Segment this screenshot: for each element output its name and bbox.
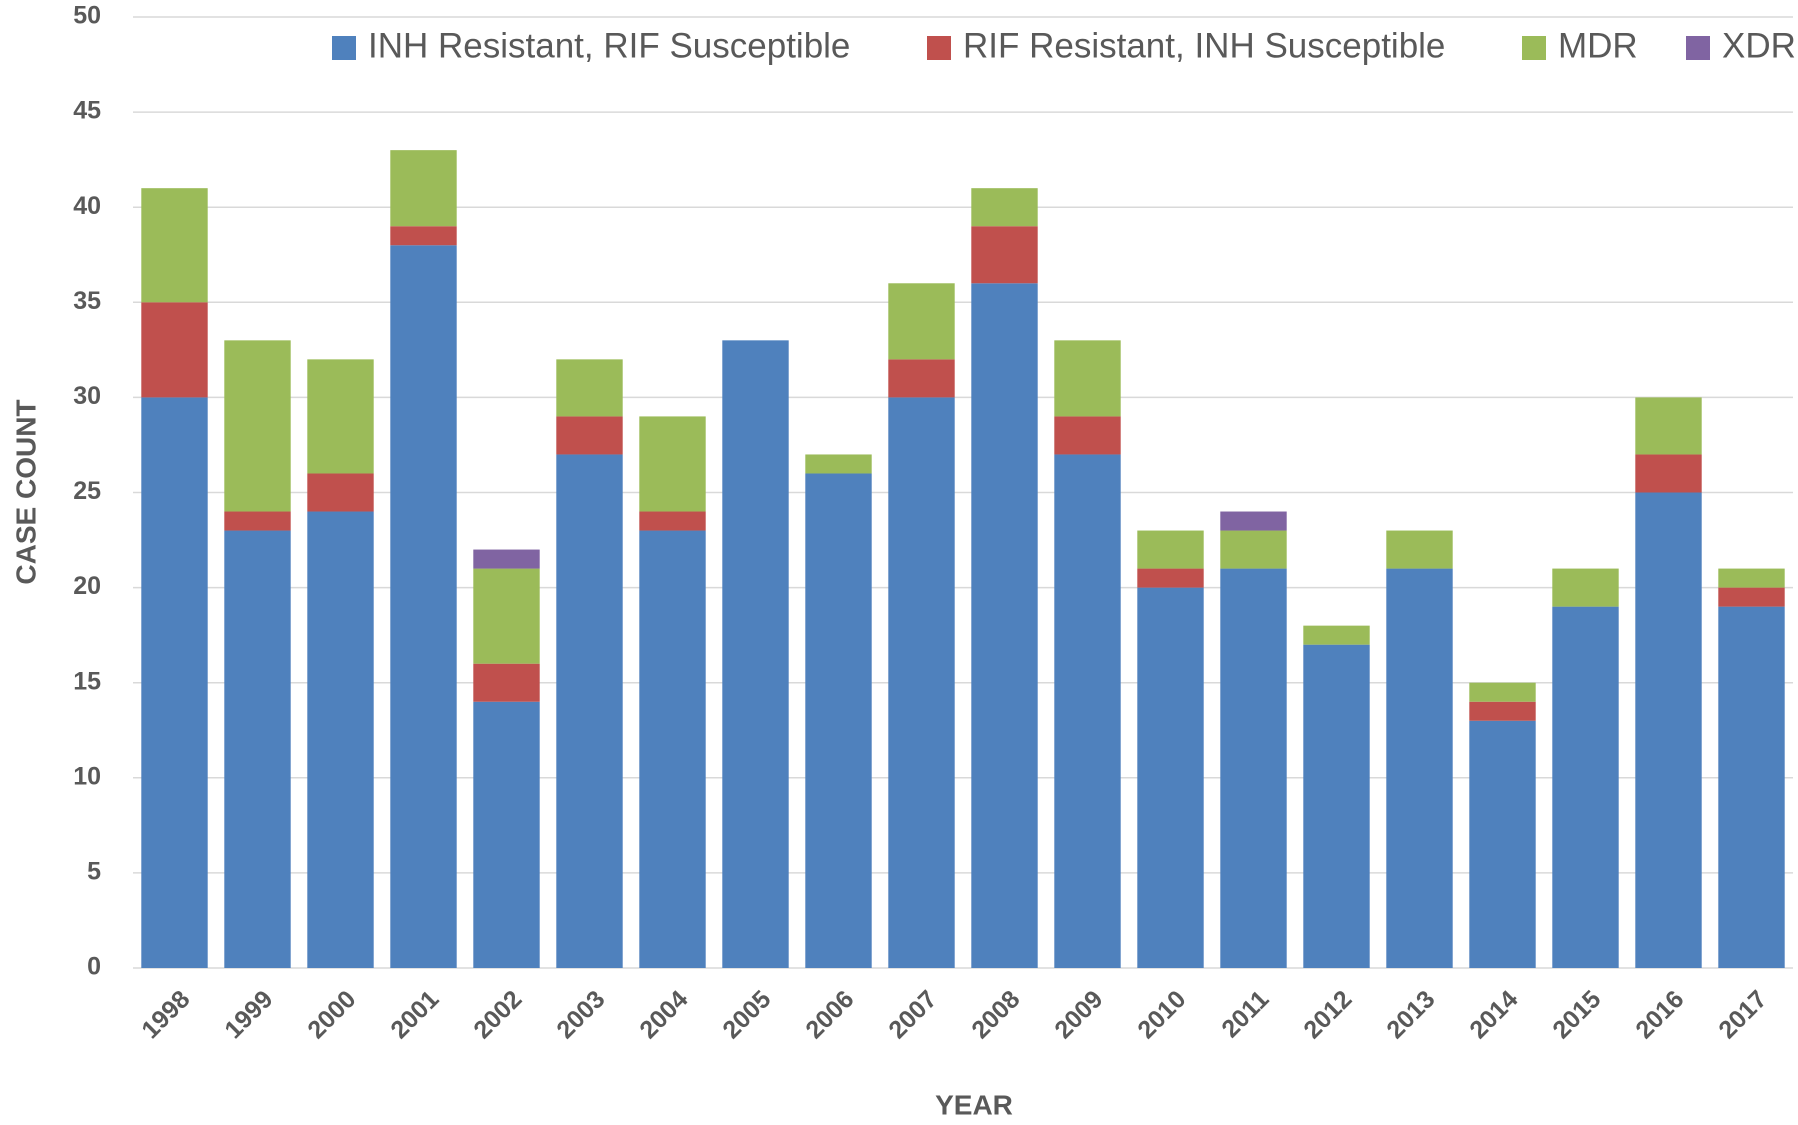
bar-segment [639,511,706,531]
bar-segment [473,568,540,664]
y-tick-label: 50 [73,2,101,30]
bar-segment [224,530,291,968]
y-tick-label: 35 [73,287,101,315]
bar-segment [971,226,1038,284]
bar-segment [390,150,457,227]
legend-swatch [1686,36,1710,60]
y-tick-label: 45 [73,97,101,125]
bar-segment [473,701,540,968]
legend-label: RIF Resistant, INH Susceptible [963,26,1445,65]
x-tick-label: 2014 [1464,985,1523,1044]
x-tick-label: 2001 [385,985,444,1044]
x-tick-label: 2016 [1630,985,1689,1044]
bar-segment [805,473,872,968]
bar-segment [1552,568,1619,607]
bar-segment [141,188,208,303]
bar-segment [390,226,457,246]
bar-segment [307,473,374,512]
x-tick-label: 2010 [1132,985,1191,1044]
bar-segment [473,549,540,569]
bar-segment [639,416,706,512]
x-tick-label: 1998 [136,985,195,1044]
bar-segment [307,511,374,968]
bar-segment [1137,530,1204,569]
bar-segment [1469,682,1536,702]
bar-segment [1137,587,1204,968]
x-axis-title: YEAR [935,1089,1013,1120]
bar-segment [1220,568,1287,968]
bar-segment [888,283,955,360]
y-tick-label: 25 [73,477,101,505]
bar-segment [1635,397,1702,455]
bar-segment [888,397,955,968]
x-tick-label: 2011 [1216,985,1274,1043]
legend-label: MDR [1558,26,1638,65]
bar-segment [1718,587,1785,607]
bar-segment [473,663,540,702]
bar-segment [556,454,623,969]
x-tick-label: 2008 [966,985,1025,1044]
bar-segment [1054,416,1121,455]
x-tick-label: 2007 [883,985,942,1044]
bar-segment [971,188,1038,227]
bar-segment [805,454,872,474]
x-tick-label: 2009 [1049,985,1108,1044]
bar-segment [224,340,291,512]
y-tick-label: 0 [87,953,101,981]
legend-swatch [332,36,356,60]
bar-segment [390,245,457,969]
legend-swatch [927,36,951,60]
bar-segment [722,340,789,969]
bar-segment [639,530,706,968]
bar-segment [1386,568,1453,968]
bar-segment [1220,530,1287,569]
bar-segment [141,397,208,968]
bar-segment [1303,644,1370,968]
bar-segment [1220,511,1287,531]
y-tick-label: 20 [73,572,101,600]
bar-segment [556,416,623,455]
bar-segment [971,283,1038,968]
bar-segment [1718,606,1785,968]
x-tick-label: 2005 [717,985,776,1044]
x-tick-label: 2000 [302,985,361,1044]
bar-segment [1137,568,1204,588]
y-tick-label: 15 [73,667,101,695]
bar-segment [556,359,623,417]
bar-segment [888,359,955,398]
legend-label: XDR [1722,26,1796,65]
y-tick-label: 10 [73,762,101,790]
x-tick-label: 2006 [800,985,859,1044]
x-tick-label: 2004 [634,985,693,1044]
legend-swatch [1522,36,1546,60]
bar-segment [141,302,208,398]
y-axis-title: CASE COUNT [10,399,41,584]
bar-segment [1635,454,1702,493]
bar-segment [1303,625,1370,645]
bar-segment [1054,454,1121,969]
x-tick-label: 2012 [1298,985,1357,1044]
y-tick-label: 30 [73,382,101,410]
bar-segment [307,359,374,474]
x-tick-label: 2015 [1547,985,1606,1044]
x-tick-label: 2017 [1713,985,1772,1044]
x-tick-label: 2003 [551,985,610,1044]
x-tick-label: 2002 [468,985,527,1044]
bar-segment [1718,568,1785,588]
bar-segment [1054,340,1121,417]
bar-segment [1469,720,1536,968]
legend-label: INH Resistant, RIF Susceptible [368,26,850,65]
bar-segment [1469,701,1536,721]
x-tick-label: 2013 [1381,985,1440,1044]
bar-segment [224,511,291,531]
x-tick-label: 1999 [219,985,278,1044]
bar-segment [1386,530,1453,569]
y-tick-label: 40 [73,192,101,220]
y-tick-label: 5 [87,858,101,886]
bar-segment [1635,492,1702,968]
bar-segment [1552,606,1619,968]
